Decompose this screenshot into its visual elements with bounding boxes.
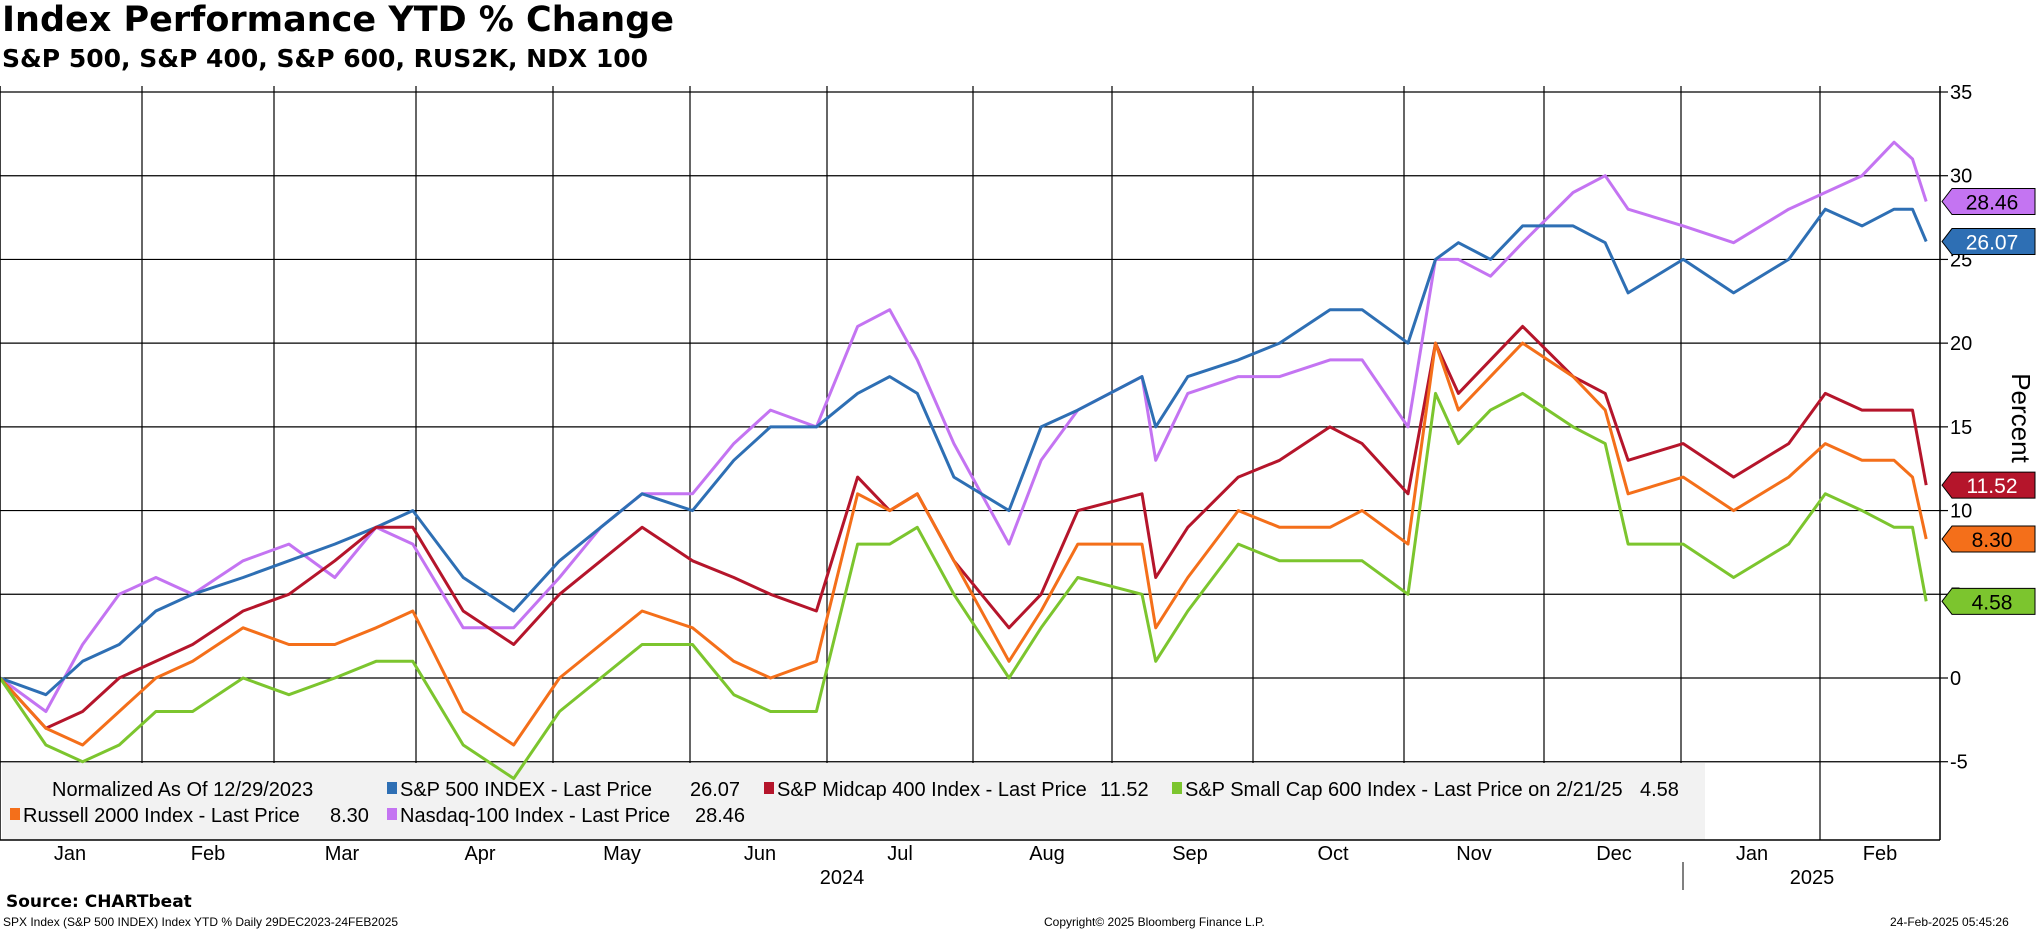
x-tick-label: Nov [1456, 843, 1492, 865]
legend-label-rus: Russell 2000 Index - Last Price [23, 805, 300, 827]
y-tick-label: 35 [1950, 82, 1972, 104]
legend-label-spx: S&P 500 INDEX - Last Price [400, 779, 652, 801]
x-tick-label: Mar [325, 843, 360, 865]
last-value-tag-bg [1941, 187, 2036, 215]
y-tick-label: 15 [1950, 417, 1972, 439]
legend-value-mid: 11.52 [1100, 779, 1149, 801]
last-value-text: 28.46 [1966, 191, 2019, 214]
x-tick-label: Feb [1863, 843, 1897, 865]
last-value-tag-rus: 8.30 [1941, 525, 2036, 553]
x-tick-label: Oct [1317, 843, 1349, 865]
chart-subtitle: S&P 500, S&P 400, S&P 600, RUS2K, NDX 10… [2, 44, 649, 73]
last-value-labels: 28.46 26.07 11.52 8.30 4.58 [1941, 187, 2036, 615]
last-value-text: 4.58 [1972, 591, 2013, 614]
source-note: Source: CHARTbeat [6, 892, 192, 912]
x-tick-label: Jan [54, 843, 86, 865]
legend-value-ndx: 28.46 [695, 805, 745, 827]
legend-swatch-ndx [387, 808, 397, 820]
chart-title: Index Performance YTD % Change [2, 0, 674, 40]
y-axis-title: Percent [2006, 373, 2036, 463]
series-lines [0, 140, 1928, 780]
x-tick-label: Dec [1596, 843, 1632, 865]
last-value-tag-bg [1941, 471, 2036, 499]
x-tick-label: Jun [744, 843, 776, 865]
footer-left: SPX Index (S&P 500 INDEX) Index YTD % Da… [3, 915, 399, 929]
footer-right: 24-Feb-2025 05:45:26 [1890, 915, 2009, 929]
y-tick-label: 10 [1950, 501, 1972, 523]
last-value-tag-ndx: 28.46 [1941, 187, 2036, 215]
y-tick-label: 30 [1950, 166, 1972, 188]
last-value-tag-spx: 26.07 [1941, 228, 2036, 256]
legend-swatch-mid [764, 782, 774, 794]
year-label: 2025 [1790, 867, 1835, 889]
y-tick-label: 20 [1950, 333, 1972, 355]
legend-swatch-rus [10, 808, 20, 820]
last-value-tag-bg [1941, 525, 2036, 553]
last-value-text: 11.52 [1967, 475, 2018, 498]
legend-swatch-spx [387, 782, 397, 794]
grid-lines [0, 86, 1940, 840]
legend-background [2, 763, 1705, 840]
last-value-text: 8.30 [1972, 529, 2013, 552]
last-value-text: 26.07 [1966, 232, 2019, 255]
x-tick-label: Jul [887, 843, 913, 865]
x-tick-label: Jan [1736, 843, 1768, 865]
legend-label-small: S&P Small Cap 600 Index - Last Price on … [1185, 779, 1623, 801]
series-line-spx [0, 207, 1928, 697]
year-label: 2024 [820, 867, 865, 889]
legend-value-spx: 26.07 [690, 779, 740, 801]
legend-label-ndx: Nasdaq-100 Index - Last Price [400, 805, 670, 827]
legend-box [2, 763, 1705, 840]
series-line-small [0, 391, 1928, 780]
y-tick-label: 0 [1950, 668, 1961, 690]
last-value-tag-mid: 11.52 [1941, 471, 2036, 499]
series-line-rus [0, 341, 1928, 747]
last-value-tag-bg [1941, 228, 2036, 256]
legend-normalized: Normalized As Of 12/29/2023 [52, 779, 313, 801]
series-line-mid [0, 324, 1928, 730]
legend-entries: Normalized As Of 12/29/2023 S&P 500 INDEX… [10, 779, 1679, 827]
legend-label-mid: S&P Midcap 400 Index - Last Price [777, 779, 1087, 801]
footer-center: Copyright© 2025 Bloomberg Finance L.P. [1044, 915, 1265, 929]
last-value-tag-bg [1941, 587, 2036, 615]
x-tick-label: May [603, 843, 641, 865]
legend-value-small: 4.58 [1640, 779, 1679, 801]
legend-swatch-small [1172, 782, 1182, 794]
x-tick-label: Feb [191, 843, 225, 865]
last-value-tag-small: 4.58 [1941, 587, 2036, 615]
x-tick-label: Aug [1029, 843, 1065, 865]
x-tick-label: Apr [464, 843, 495, 865]
y-tick-label: -5 [1950, 752, 1968, 774]
series-line-ndx [0, 140, 1928, 713]
x-tick-label: Sep [1172, 843, 1208, 865]
legend-value-rus: 8.30 [330, 805, 369, 827]
